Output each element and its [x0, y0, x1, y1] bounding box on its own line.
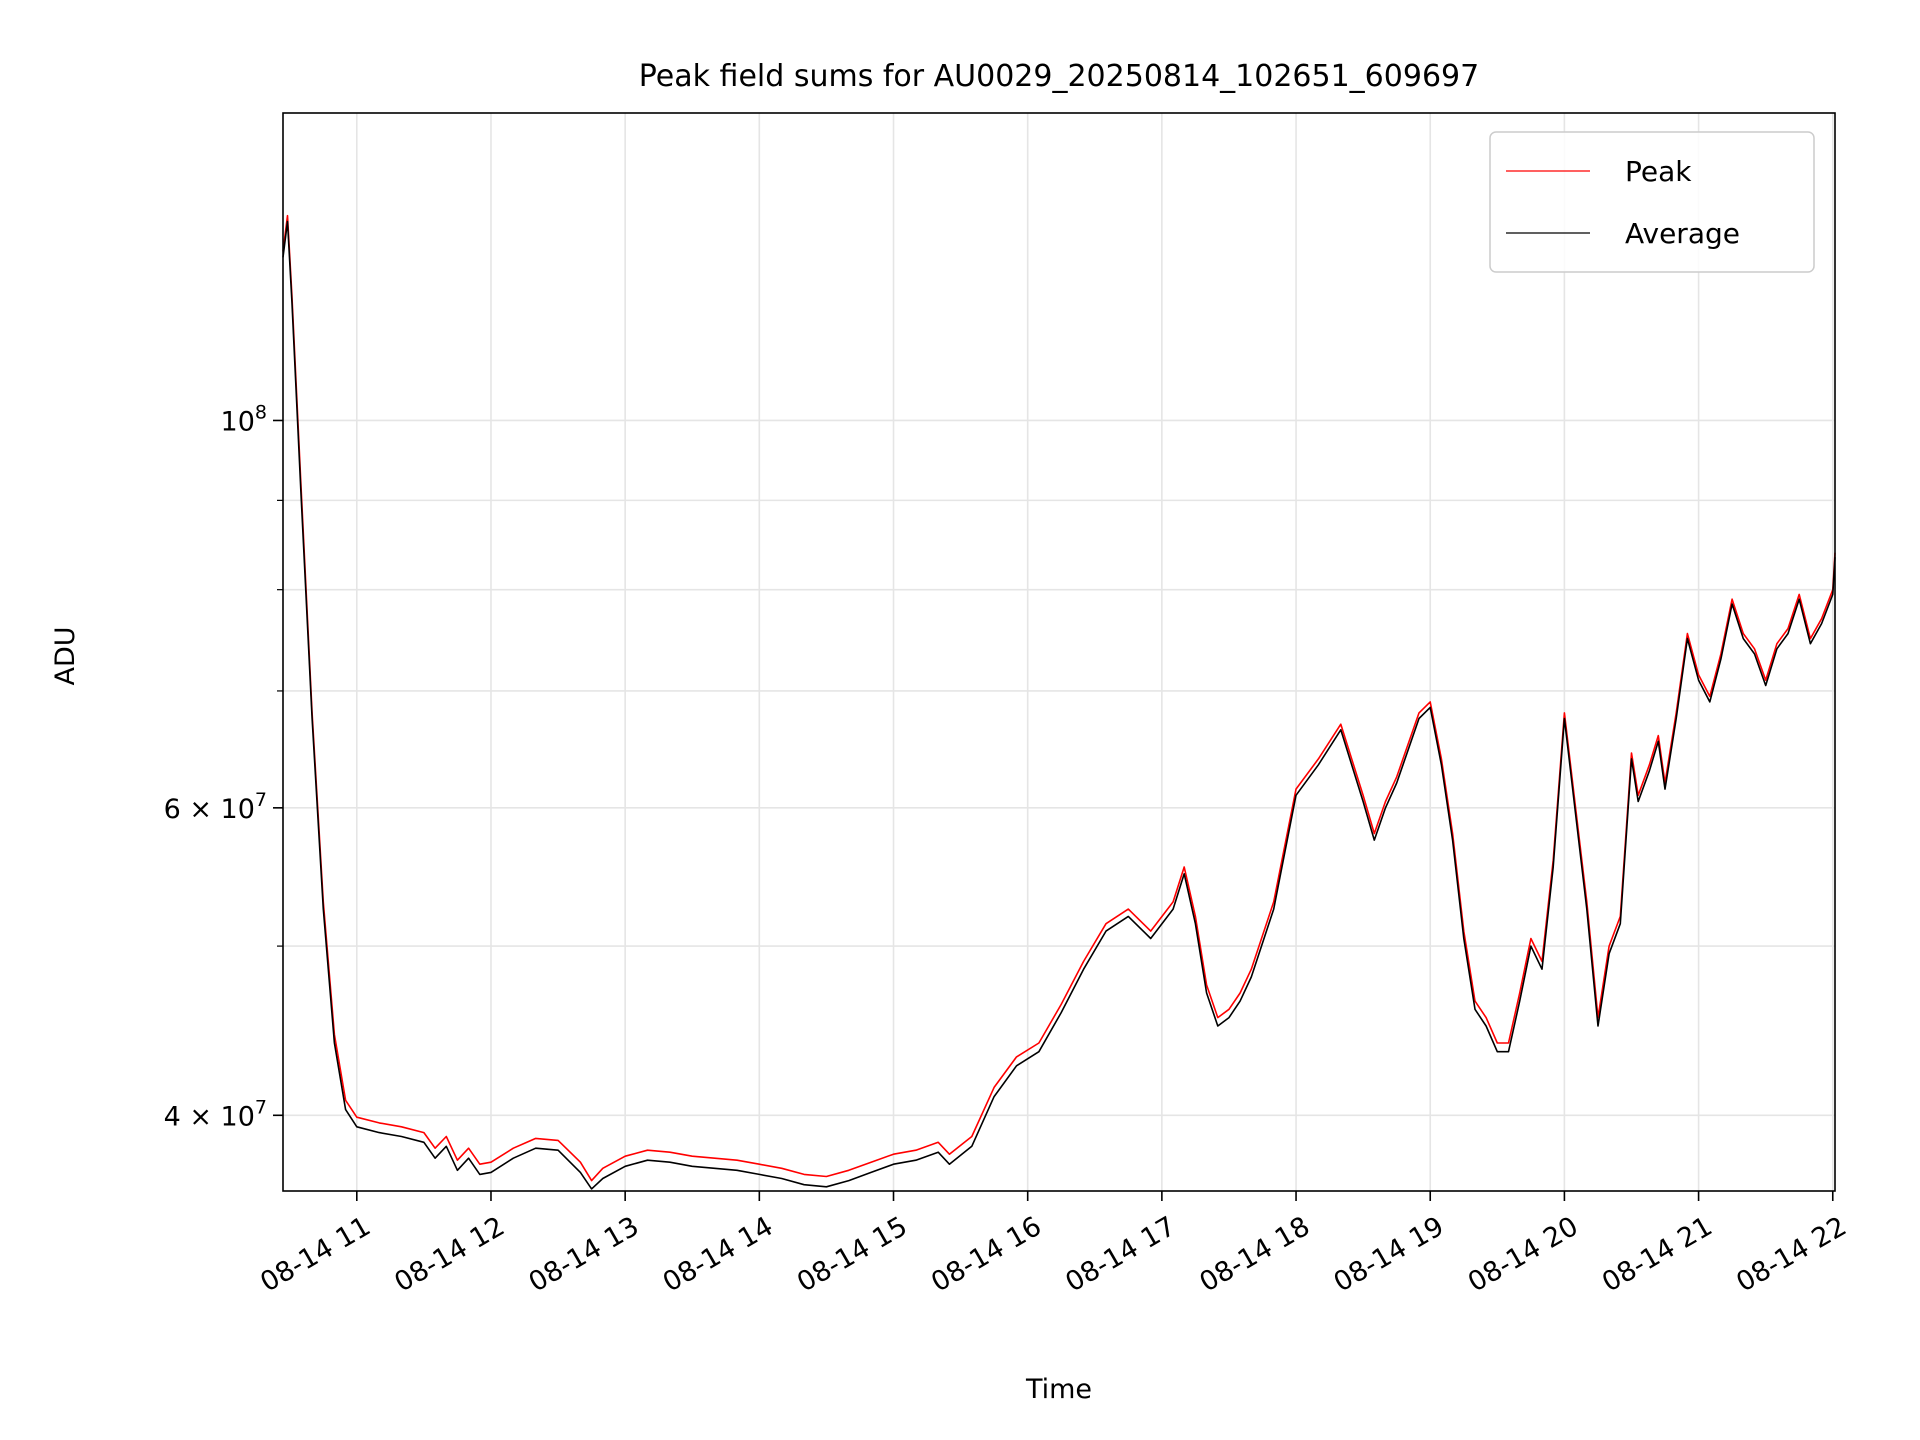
y-tick-label-exponent: 7 [255, 789, 267, 811]
y-tick-label-base: 4 × 10 [164, 1101, 255, 1132]
series-line-average [282, 220, 1836, 1190]
x-axis-label: Time [1025, 1374, 1092, 1405]
legend-box [1489, 131, 1815, 273]
y-tick-label-base: 6 × 10 [164, 794, 255, 825]
chart-title: Peak field sums for AU0029_20250814_1026… [639, 59, 1479, 94]
grid [283, 113, 1835, 1191]
y-tick-label-exponent: 7 [255, 1096, 267, 1118]
y-tick-label-base: 10 [221, 406, 255, 437]
y-axis-label: ADU [50, 626, 81, 685]
y-tick-label: 6 × 107 [164, 789, 267, 825]
series-lines [282, 214, 1836, 1190]
legend-label-average: Average [1625, 217, 1740, 250]
legend: Peak Average [1489, 131, 1815, 273]
legend-label-peak: Peak [1625, 155, 1692, 188]
y-tick-label: 4 × 107 [164, 1096, 267, 1132]
y-tick-label-exponent: 8 [255, 401, 267, 423]
series-line-peak [282, 214, 1836, 1182]
plot-frame [282, 112, 1836, 1192]
y-tick-label: 108 [221, 401, 267, 437]
